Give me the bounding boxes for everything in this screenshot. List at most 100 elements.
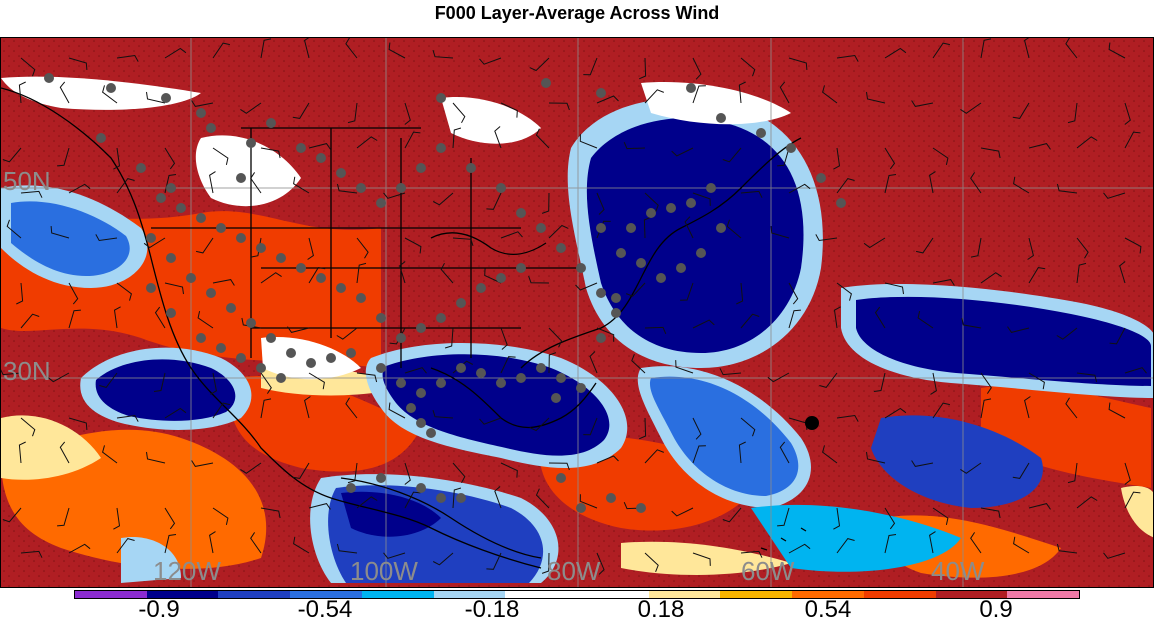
wind-barb — [1028, 372, 1045, 390]
wind-barb — [345, 38, 358, 59]
wind-barb — [535, 488, 550, 509]
wind-barb — [692, 417, 702, 440]
station-marker — [236, 173, 246, 183]
station-marker — [316, 153, 326, 163]
wind-barb — [589, 351, 598, 374]
wind-barb — [1028, 143, 1051, 150]
wind-barb — [59, 441, 70, 464]
wind-barb — [596, 327, 615, 342]
wind-barb — [18, 81, 26, 104]
wind-barb — [1027, 237, 1034, 260]
station-marker — [44, 73, 54, 83]
wind-barb — [440, 262, 454, 284]
station-marker — [336, 168, 346, 178]
wind-barb — [884, 407, 907, 419]
wind-barb — [1124, 367, 1147, 374]
wind-barb — [20, 190, 43, 198]
wind-barb — [1076, 136, 1098, 149]
station-marker — [396, 333, 406, 343]
wind-barb — [583, 417, 598, 436]
wind-barb — [260, 38, 272, 59]
station-marker — [376, 313, 386, 323]
wind-barb — [260, 372, 272, 394]
wind-barb — [1007, 326, 1030, 333]
wind-barb — [260, 272, 282, 284]
wind-barb — [113, 306, 121, 329]
wind-barb — [740, 313, 760, 329]
station-marker — [786, 143, 796, 153]
station-marker — [606, 493, 616, 503]
wind-barb — [240, 102, 262, 114]
wind-barb — [452, 127, 462, 149]
wind-barb — [929, 531, 936, 554]
wind-barb — [836, 178, 855, 194]
wind-barb — [788, 309, 801, 329]
yellow-zones — [1, 366, 1153, 575]
wind-barb — [833, 147, 841, 170]
wind-barb — [596, 455, 619, 464]
colorbar-segment — [792, 591, 864, 598]
wind-barb — [68, 57, 88, 70]
wind-barb — [535, 128, 550, 149]
wind-barb — [116, 54, 139, 62]
wind-barb — [579, 134, 598, 149]
wind-barb — [644, 449, 664, 464]
wind-barb — [740, 417, 756, 437]
wind-barb — [836, 282, 852, 301]
station-marker — [556, 373, 566, 383]
wind-barb — [308, 372, 325, 390]
wind-barb — [164, 507, 176, 530]
station-marker — [176, 203, 186, 213]
station-marker — [626, 223, 636, 233]
wind-barb — [970, 237, 982, 258]
wind-barb — [1103, 192, 1126, 199]
lon-label-60w: 60W — [741, 556, 795, 586]
station-marker — [416, 388, 426, 398]
station-marker — [611, 308, 621, 318]
wind-barb — [212, 42, 231, 59]
station-marker — [686, 83, 696, 93]
station-marker — [226, 303, 236, 313]
station-marker — [161, 93, 171, 103]
wind-barb — [740, 57, 756, 77]
wind-barbs — [1, 38, 1147, 575]
wind-barb — [212, 279, 235, 286]
station-marker — [296, 143, 306, 153]
station-marker — [166, 183, 176, 193]
wind-barb — [260, 507, 281, 519]
wind-barb — [47, 372, 70, 383]
wind-barb — [1028, 267, 1046, 284]
lon-label-80w: 80W — [547, 556, 601, 586]
wind-barb — [209, 171, 216, 194]
station-marker — [346, 348, 356, 358]
station-marker — [516, 208, 526, 218]
wind-barb — [479, 57, 502, 65]
wind-barb — [452, 462, 466, 484]
wind-barb — [20, 57, 36, 77]
station-marker — [556, 243, 566, 253]
wind-barb — [1013, 176, 1030, 194]
station-marker — [146, 233, 156, 243]
wind-barb — [884, 174, 897, 194]
wind-barb — [292, 462, 310, 479]
wind-barb — [116, 178, 135, 194]
station-marker — [286, 348, 296, 358]
wind-barb — [1012, 462, 1030, 479]
station-marker — [376, 198, 386, 208]
wind-barb — [822, 85, 838, 104]
station-marker — [596, 288, 606, 298]
wind-barb — [671, 147, 694, 157]
wind-barb — [631, 354, 646, 374]
wind-barb — [579, 494, 598, 509]
station-marker — [576, 503, 586, 513]
wind-barb — [788, 183, 811, 194]
wind-barb — [930, 372, 937, 395]
wind-barb — [494, 126, 502, 149]
wind-barb — [915, 237, 934, 254]
wind-barb — [777, 147, 790, 167]
wind-barb — [383, 552, 406, 559]
station-marker — [436, 378, 446, 388]
wind-barb — [500, 356, 516, 374]
wind-barb — [980, 398, 992, 419]
wind-barb — [1028, 503, 1051, 510]
